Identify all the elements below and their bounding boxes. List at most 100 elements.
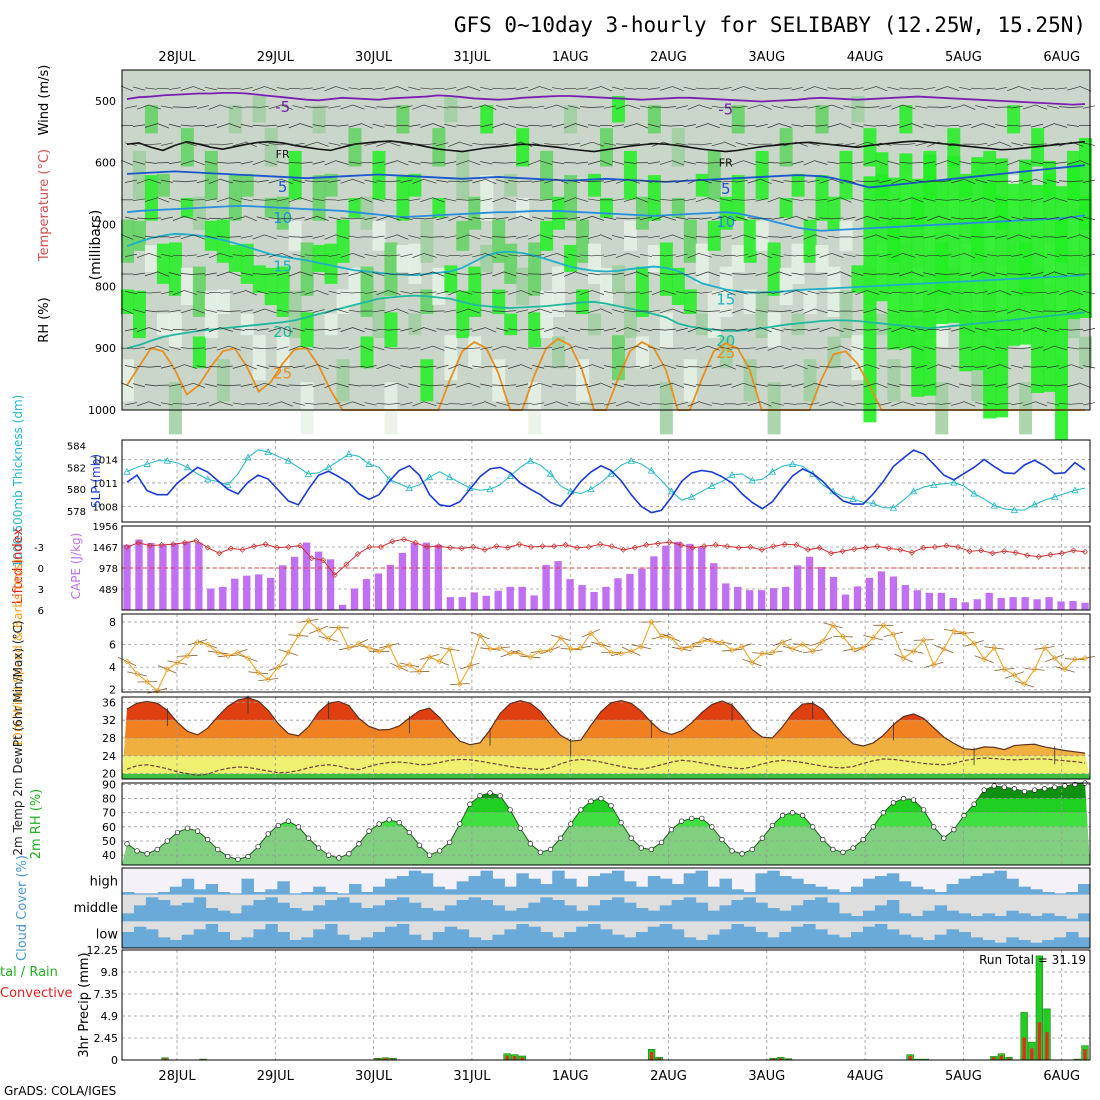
wind-barb (456, 308, 469, 314)
wind-barb (699, 327, 712, 332)
wind-barb (947, 199, 960, 201)
wind-barb (444, 87, 457, 91)
wind-barb (903, 253, 916, 258)
wind10m-marker (174, 659, 181, 666)
wind-barb (683, 161, 696, 165)
wind-barb (815, 160, 828, 165)
wind-barb (1023, 327, 1036, 332)
thickness-tick: 578 (67, 507, 86, 518)
wind-barb (903, 291, 916, 294)
isotherm-label: 10 (716, 213, 735, 231)
isotherm-label: -5 (718, 101, 733, 119)
wind-barb (456, 234, 469, 240)
wind-barb (268, 365, 281, 368)
cloud-layer-label: high (90, 874, 118, 889)
cloud-cell (157, 892, 171, 895)
wind-barb (1066, 383, 1080, 388)
cape-bar (374, 573, 383, 610)
wind-barb (639, 402, 652, 406)
cloud-cell (1006, 878, 1019, 895)
cloud-cell (600, 900, 613, 922)
wind-barb (795, 141, 808, 147)
li-marker (724, 543, 731, 550)
wind10m-marker (1021, 681, 1028, 688)
wind-barb (711, 402, 724, 406)
cloud-cell (217, 932, 231, 948)
wind-barb (364, 290, 377, 295)
wind-barb (675, 105, 688, 109)
wind-barb (1047, 365, 1060, 369)
wind-barb (240, 198, 253, 202)
wind-barb (228, 345, 241, 351)
li-marker (389, 538, 396, 545)
cloud-cell (743, 892, 756, 895)
wind-barb (879, 291, 892, 295)
wind-barb (184, 402, 197, 405)
wind-barb (939, 254, 952, 257)
wind-barb (719, 161, 732, 165)
wind-barb (184, 216, 197, 221)
cloud-cell (145, 893, 159, 895)
wind-barb (675, 142, 688, 146)
cape-bar (219, 586, 227, 610)
wind-barb (328, 142, 341, 146)
cape-bar (1021, 597, 1029, 610)
rh-cell (252, 95, 266, 123)
wind-barb (615, 252, 629, 258)
wind-barb (671, 308, 684, 314)
wind-barb (1059, 180, 1072, 183)
wind-barb (911, 87, 924, 90)
li-marker (793, 541, 800, 548)
wind-barb (364, 142, 377, 146)
wind-barb (651, 215, 665, 221)
thickness-marker (506, 472, 514, 479)
wind-barb (927, 215, 940, 222)
wind-barb (815, 272, 828, 276)
wind10m-marker (446, 646, 453, 653)
wind-barb (723, 141, 736, 148)
cape-bar (662, 545, 670, 610)
wind10m-marker (1051, 655, 1058, 662)
thickness-marker (1051, 493, 1059, 500)
wind-barb (587, 272, 601, 276)
wind-barb (1011, 254, 1024, 257)
cloud-cell (349, 902, 362, 922)
cloud-cell (1042, 940, 1055, 948)
wind-barb (771, 327, 784, 332)
rh-cell (791, 173, 805, 197)
wind-barb (220, 143, 233, 146)
wind-barb (256, 180, 269, 183)
wind-barb (1070, 364, 1084, 370)
wind-barb (580, 402, 593, 405)
wind-barb (352, 252, 365, 258)
slp-line (126, 449, 1086, 514)
wind-barb (911, 345, 924, 351)
wind-barb (659, 273, 672, 275)
wind-barb (340, 253, 353, 258)
cloud-cell (659, 878, 673, 895)
bottom-date-label: 6AUG (1043, 1069, 1080, 1084)
thickness-marker (264, 448, 272, 455)
li-marker (447, 544, 454, 551)
wind-barb (456, 86, 469, 91)
bottom-date-label: 31JUL (453, 1069, 491, 1084)
cloud-cell (420, 940, 434, 948)
li-marker (874, 543, 881, 550)
li-marker (597, 541, 604, 548)
thickness-marker (546, 470, 555, 477)
rh-cell (372, 290, 386, 339)
wind-barb (947, 124, 960, 127)
cloud-cell (432, 932, 446, 948)
cloud-cell (767, 870, 780, 895)
wind-barb (855, 328, 868, 331)
li-marker (135, 539, 142, 546)
thickness-tick: 584 (67, 441, 86, 452)
wind-barb (348, 309, 361, 313)
cape-bar (1033, 599, 1041, 610)
cape-bar (231, 578, 239, 610)
wind-barb (376, 254, 389, 257)
rh-cell (276, 196, 290, 230)
top-date-label: 3AUG (748, 50, 785, 65)
wind-barb (887, 346, 900, 350)
